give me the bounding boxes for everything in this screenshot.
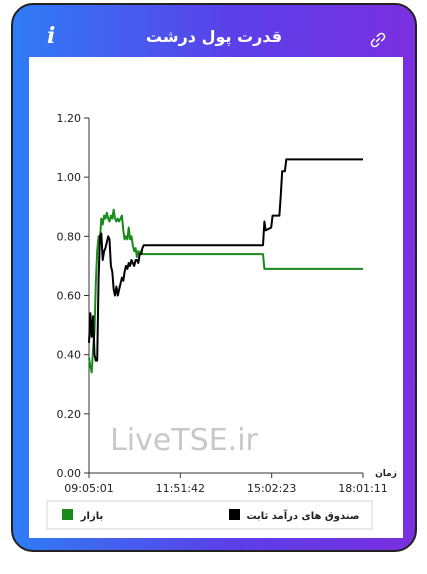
- series-line-fund: [88, 158, 363, 362]
- y-tick-label: 0.40: [57, 349, 82, 362]
- chart-panel: LiveTSE.ir 0.00 0.20 0.40 0.60 0.80 1.00 1.20 0…: [29, 57, 403, 538]
- y-tick-label: 1.20: [57, 112, 82, 125]
- x-tick-label: 11:51:42: [156, 482, 205, 495]
- x-axis-label: زمان: [375, 469, 397, 479]
- y-tick-label: 0.60: [57, 290, 82, 303]
- y-tick-label: 1.00: [57, 171, 82, 184]
- legend-swatch-market[interactable]: [62, 509, 73, 520]
- y-tick-label: 0.20: [57, 408, 82, 421]
- chart-card: i قدرت پول درشت LiveTSE.ir 0.00 0.20 0.40 0…: [11, 3, 417, 552]
- chart-title: قدرت پول درشت: [145, 27, 283, 46]
- x-tick-label: 09:05:01: [64, 482, 113, 495]
- legend-label-fund[interactable]: صندوق های درآمد ثابت: [246, 509, 359, 522]
- legend-swatch-fund[interactable]: [229, 509, 240, 520]
- card-header: i قدرت پول درشت: [13, 5, 415, 57]
- watermark: LiveTSE.ir: [110, 423, 258, 458]
- chart-series: [88, 158, 363, 374]
- legend-label-market[interactable]: بازار: [80, 511, 103, 522]
- series-line-market: [88, 208, 363, 374]
- x-tick-label: 18:01:11: [338, 482, 387, 495]
- link-icon[interactable]: [369, 31, 387, 49]
- legend-box: [46, 500, 373, 530]
- chart-axes: 0.00 0.20 0.40 0.60 0.80 1.00 1.20 09:05:01 11:5…: [57, 112, 388, 495]
- y-tick-label: 0.80: [57, 230, 82, 243]
- chart-legend: صندوق های درآمد ثابت بازار: [46, 500, 373, 530]
- x-tick-label: 15:02:23: [247, 482, 296, 495]
- line-chart: LiveTSE.ir 0.000.200.400.600.801.001.200…: [46, 112, 397, 530]
- y-tick-label: 0.00: [57, 467, 82, 480]
- info-icon[interactable]: i: [47, 23, 56, 49]
